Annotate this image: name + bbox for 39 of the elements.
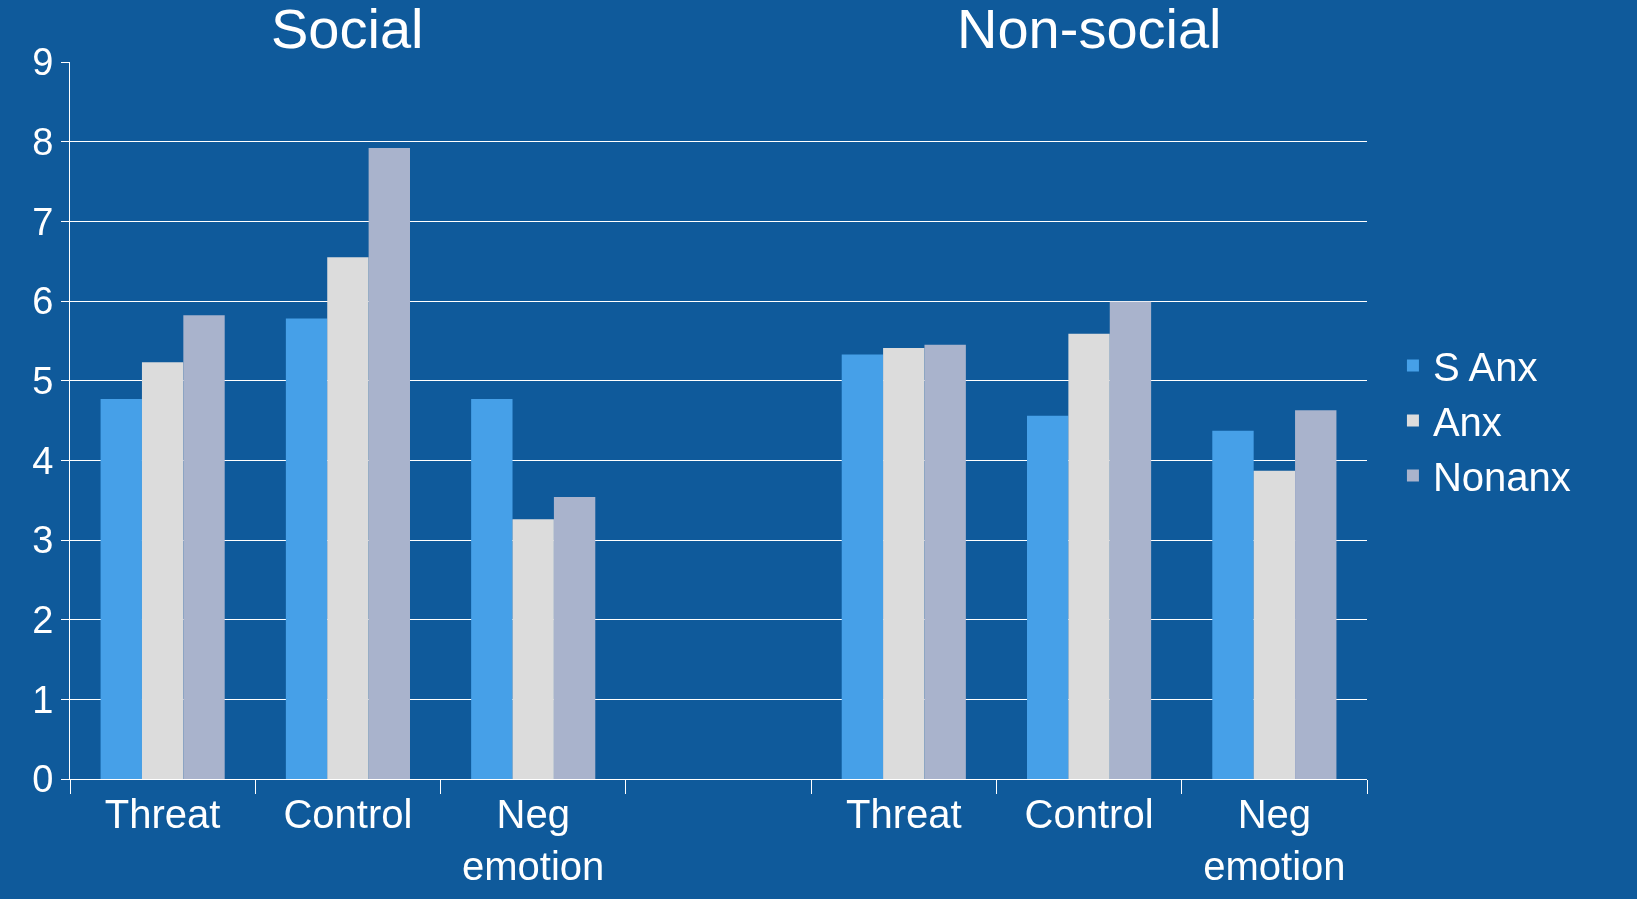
y-tick-label: 8 [32, 120, 54, 163]
y-tick-label: 6 [32, 280, 54, 323]
y-tick-label: 1 [32, 678, 54, 721]
legend-label: Nonanx [1432, 455, 1571, 500]
bar [285, 318, 328, 779]
bar [841, 354, 884, 779]
x-tick-label: Control [1024, 792, 1154, 836]
x-tick-label: Neg emotion [1203, 792, 1346, 888]
y-tick-label: 3 [32, 519, 54, 562]
bar [1068, 333, 1110, 779]
bar [1027, 415, 1069, 779]
y-tick-label: 0 [32, 758, 54, 801]
bar [183, 315, 225, 779]
y-tick-label: 5 [32, 359, 54, 402]
bar [1109, 301, 1152, 779]
x-tick-label: Threat [104, 792, 221, 836]
x-tick-label: Control [283, 792, 413, 836]
x-tick-label: Threat [845, 792, 962, 836]
bar [924, 344, 966, 779]
bar [141, 362, 184, 779]
text: Non-social [957, 0, 1222, 60]
bar [327, 257, 369, 779]
y-tick-label: 4 [32, 439, 54, 482]
bar [1253, 470, 1296, 779]
bar [1295, 410, 1337, 779]
bar [553, 496, 596, 779]
bar [1212, 430, 1254, 779]
bar [883, 348, 925, 779]
y-tick-label: 2 [32, 598, 54, 641]
text: Social [271, 0, 424, 60]
bar [471, 398, 513, 779]
y-tick-label: 9 [32, 41, 54, 84]
legend-label: Anx [1432, 400, 1502, 445]
x-tick-label: Neg emotion [462, 792, 605, 888]
bar [368, 148, 410, 779]
legend-label: S Anx [1432, 345, 1538, 390]
bar [100, 398, 142, 779]
y-tick-label: 7 [32, 200, 54, 243]
bar [512, 519, 554, 779]
